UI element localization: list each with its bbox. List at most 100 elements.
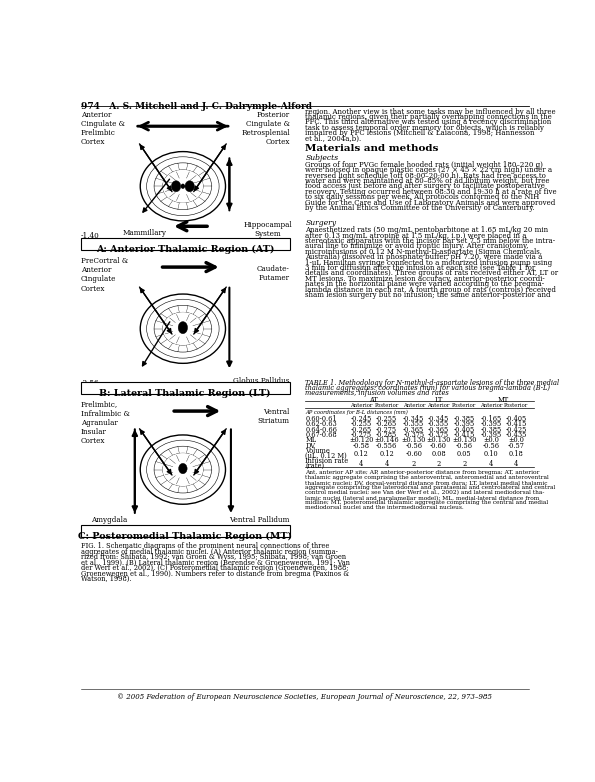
Text: sham lesion surgery but no infusion; the same anterior-posterior and: sham lesion surgery but no infusion; the… (305, 291, 551, 299)
Text: Anterior: Anterior (427, 403, 450, 407)
Text: -2.56: -2.56 (80, 378, 99, 387)
Text: AP coordinates for B-L distances (mm): AP coordinates for B-L distances (mm) (305, 410, 408, 414)
Text: ±0.130: ±0.130 (402, 436, 426, 444)
Text: thalamic nuclei; DV, dorsal-ventral distance from dura; LT, lateral medial thala: thalamic nuclei; DV, dorsal-ventral dist… (305, 480, 548, 486)
Text: region. Another view is that some tasks may be influenced by all three: region. Another view is that some tasks … (305, 108, 556, 116)
Text: -0.60: -0.60 (430, 442, 447, 450)
Text: -0.275: -0.275 (350, 431, 372, 439)
Text: 0.18: 0.18 (509, 450, 524, 457)
Text: lambda distance in each rat. A fourth group of rats (controls) received: lambda distance in each rat. A fourth gr… (305, 285, 556, 293)
Text: PFC. This third alternative was tested using a recency discrimination: PFC. This third alternative was tested u… (305, 119, 552, 127)
Text: TABLE 1. Methodology for N-methyl-d-aspartate lesions of the three medial: TABLE 1. Methodology for N-methyl-d-aspa… (305, 378, 559, 387)
Text: PreCortral &
Anterior
Cingulate
Cortex: PreCortral & Anterior Cingulate Cortex (80, 257, 128, 292)
Ellipse shape (185, 181, 195, 192)
Text: FIG. 1. Schematic diagrams of the prominent neural connections of three: FIG. 1. Schematic diagrams of the promin… (80, 542, 329, 550)
Text: -0.405: -0.405 (506, 415, 527, 423)
Text: -0.57: -0.57 (508, 442, 525, 450)
Ellipse shape (162, 312, 203, 345)
Text: -0.556: -0.556 (376, 442, 397, 450)
Ellipse shape (171, 181, 181, 192)
Text: ±0.146: ±0.146 (374, 436, 399, 444)
Text: 0.08: 0.08 (431, 450, 446, 457)
Text: -1.40: -1.40 (80, 232, 99, 240)
Text: aggregates of medial thalamic nuclei. (A) Anterior thalamic region (summa-: aggregates of medial thalamic nuclei. (A… (80, 547, 337, 555)
Text: 1-μL Hamilton syringe connected to a motorized infusion pump using: 1-μL Hamilton syringe connected to a mot… (305, 259, 552, 267)
Text: Infusion rate: Infusion rate (305, 457, 349, 465)
Text: -0.255: -0.255 (376, 415, 397, 423)
Text: 974   A. S. Mitchell and J. C. Dalrymple-Alford: 974 A. S. Mitchell and J. C. Dalrymple-A… (80, 102, 312, 110)
Text: details and coordinates). Three groups of rats received either AT, LT or: details and coordinates). Three groups o… (305, 270, 559, 278)
Ellipse shape (181, 184, 185, 188)
Text: Materials and methods: Materials and methods (305, 144, 439, 153)
Text: Ventral Pallidum: Ventral Pallidum (230, 516, 290, 524)
Text: (rate): (rate) (305, 462, 324, 470)
Text: Anterior
Cingulate &
Prelimbic
Cortex: Anterior Cingulate & Prelimbic Cortex (80, 111, 125, 146)
Text: -0.56: -0.56 (405, 442, 422, 450)
Text: aggregate comprising the laterodorsal and parataenial and centrolateral and cent: aggregate comprising the laterodorsal an… (305, 486, 556, 490)
Text: ±0.120: ±0.120 (349, 436, 373, 444)
Text: -3.30: -3.30 (80, 523, 99, 532)
Text: Posterior: Posterior (375, 403, 399, 407)
Text: 0.05: 0.05 (457, 450, 471, 457)
Text: 3 min for diffusion after the infusion at each site (see Table 1 for: 3 min for diffusion after the infusion a… (305, 264, 536, 272)
Text: Posterior
Cingulate &
Retrosplenial
Cortex: Posterior Cingulate & Retrosplenial Cort… (241, 111, 290, 146)
Text: -0.265: -0.265 (350, 425, 372, 434)
Text: (μL, 0.12 M): (μL, 0.12 M) (305, 452, 347, 460)
Text: Anterior: Anterior (350, 403, 372, 407)
Text: MT lesions. To maximize lesion accuracy, anterior-posterior coordi-: MT lesions. To maximize lesion accuracy,… (305, 274, 545, 283)
Text: 0.10: 0.10 (484, 450, 499, 457)
Text: water and were maintained at 80–85% of ad libitum weight, but free: water and were maintained at 80–85% of a… (305, 177, 550, 185)
Text: -0.355: -0.355 (428, 420, 449, 429)
Text: -0.375: -0.375 (403, 431, 424, 439)
Text: 2: 2 (437, 460, 441, 468)
Text: -0.375: -0.375 (428, 431, 449, 439)
Text: Anaesthetized rats (50 mg/mL pentobarbitone at 1.65 mL/kg 20 min: Anaesthetized rats (50 mg/mL pentobarbit… (305, 226, 549, 235)
Text: A: Anterior Thalamic Region (AT): A: Anterior Thalamic Region (AT) (96, 245, 274, 254)
Text: -0.345: -0.345 (403, 415, 424, 423)
Text: impaired by PFC lesions (Mitchell & Laiacona, 1998; Hannesson: impaired by PFC lesions (Mitchell & Laia… (305, 129, 535, 138)
Text: lamic nuclei (lateral and paralamellar model); ML, medial-lateral distance from: lamic nuclei (lateral and paralamellar m… (305, 495, 540, 500)
Text: nates in the horizontal plane were varied according to the bregma-: nates in the horizontal plane were varie… (305, 280, 544, 289)
Text: thalamic aggregates: coordinates (mm) for various bregma-lambda (B-L): thalamic aggregates: coordinates (mm) fo… (305, 384, 550, 392)
Text: et al., 1999). (B) Lateral thalamic region (Berendse & Groenewegen, 1991; Van: et al., 1999). (B) Lateral thalamic regi… (80, 558, 350, 567)
FancyBboxPatch shape (80, 525, 290, 537)
Text: 4: 4 (514, 460, 518, 468)
Ellipse shape (162, 170, 203, 203)
Text: control medial nuclei; see Van der Werf et al., 2002) and lateral mediodorsal th: control medial nuclei; see Van der Werf … (305, 490, 544, 496)
Ellipse shape (178, 321, 187, 334)
Text: © 2005 Federation of European Neuroscience Societies, European Journal of Neuros: © 2005 Federation of European Neuroscien… (117, 693, 492, 701)
Text: ±0.0: ±0.0 (483, 436, 499, 444)
Text: -0.56: -0.56 (483, 442, 500, 450)
Text: 0.64-0.66: 0.64-0.66 (305, 425, 337, 434)
Text: 0.62-0.63: 0.62-0.63 (305, 420, 337, 429)
Text: -0.425: -0.425 (505, 425, 527, 434)
Text: Guide for the Care and Use of Laboratory Animals and were approved: Guide for the Care and Use of Laboratory… (305, 199, 556, 206)
Text: Caudate-
Putamer: Caudate- Putamer (257, 265, 290, 282)
Text: -0.355: -0.355 (403, 420, 424, 429)
Text: -0.285: -0.285 (376, 431, 397, 439)
Text: -0.435: -0.435 (505, 431, 527, 439)
Text: stereotaxic apparatus with the incisor bar set 7.5 mm below the intra-: stereotaxic apparatus with the incisor b… (305, 237, 556, 245)
Text: -0.395: -0.395 (481, 420, 502, 429)
Text: -0.415: -0.415 (453, 431, 475, 439)
Text: after 0.13 mg/mL atropine at 1.5 mL/kg, i.p.) were placed in a: after 0.13 mg/mL atropine at 1.5 mL/kg, … (305, 231, 527, 239)
Text: 0.12: 0.12 (354, 450, 368, 457)
Text: et al., 2004a,b).: et al., 2004a,b). (305, 135, 362, 142)
Text: Surgery: Surgery (305, 219, 336, 227)
Text: Groups of four PVGc female hooded rats (initial weight 180–220 g): Groups of four PVGc female hooded rats (… (305, 161, 543, 169)
Text: -0.405: -0.405 (453, 425, 475, 434)
Text: Mammillary
Bodies: Mammillary Bodies (122, 228, 166, 246)
Text: -0.385: -0.385 (453, 415, 475, 423)
Text: food access just before and after surgery to facilitate postoperative: food access just before and after surger… (305, 182, 545, 190)
Text: 0.60-0.61: 0.60-0.61 (305, 415, 337, 423)
Text: -0.395: -0.395 (481, 431, 502, 439)
Text: -0.385: -0.385 (481, 425, 502, 434)
Text: Subjects: Subjects (305, 154, 339, 162)
Text: -0.245: -0.245 (350, 415, 372, 423)
Text: Anterior: Anterior (403, 403, 425, 407)
Text: -0.275: -0.275 (376, 425, 397, 434)
Text: -0.58: -0.58 (353, 442, 369, 450)
Text: Amygdala: Amygdala (92, 516, 128, 524)
Text: midline; MT, posteromedial thalamic aggregate comprising the central and medial: midline; MT, posteromedial thalamic aggr… (305, 500, 549, 505)
Text: 2: 2 (462, 460, 466, 468)
